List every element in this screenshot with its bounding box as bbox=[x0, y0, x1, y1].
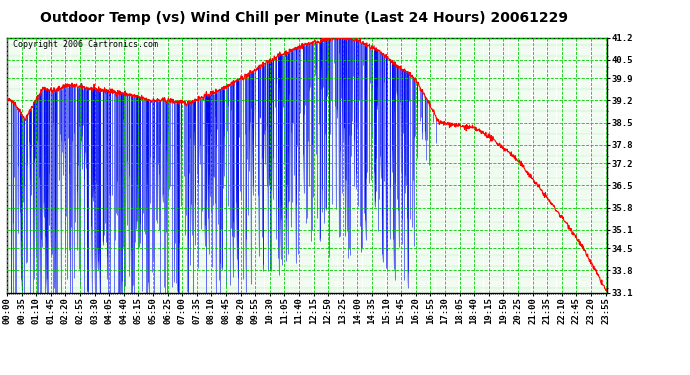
Text: Copyright 2006 Cartronics.com: Copyright 2006 Cartronics.com bbox=[13, 40, 158, 49]
Text: Outdoor Temp (vs) Wind Chill per Minute (Last 24 Hours) 20061229: Outdoor Temp (vs) Wind Chill per Minute … bbox=[39, 11, 568, 25]
